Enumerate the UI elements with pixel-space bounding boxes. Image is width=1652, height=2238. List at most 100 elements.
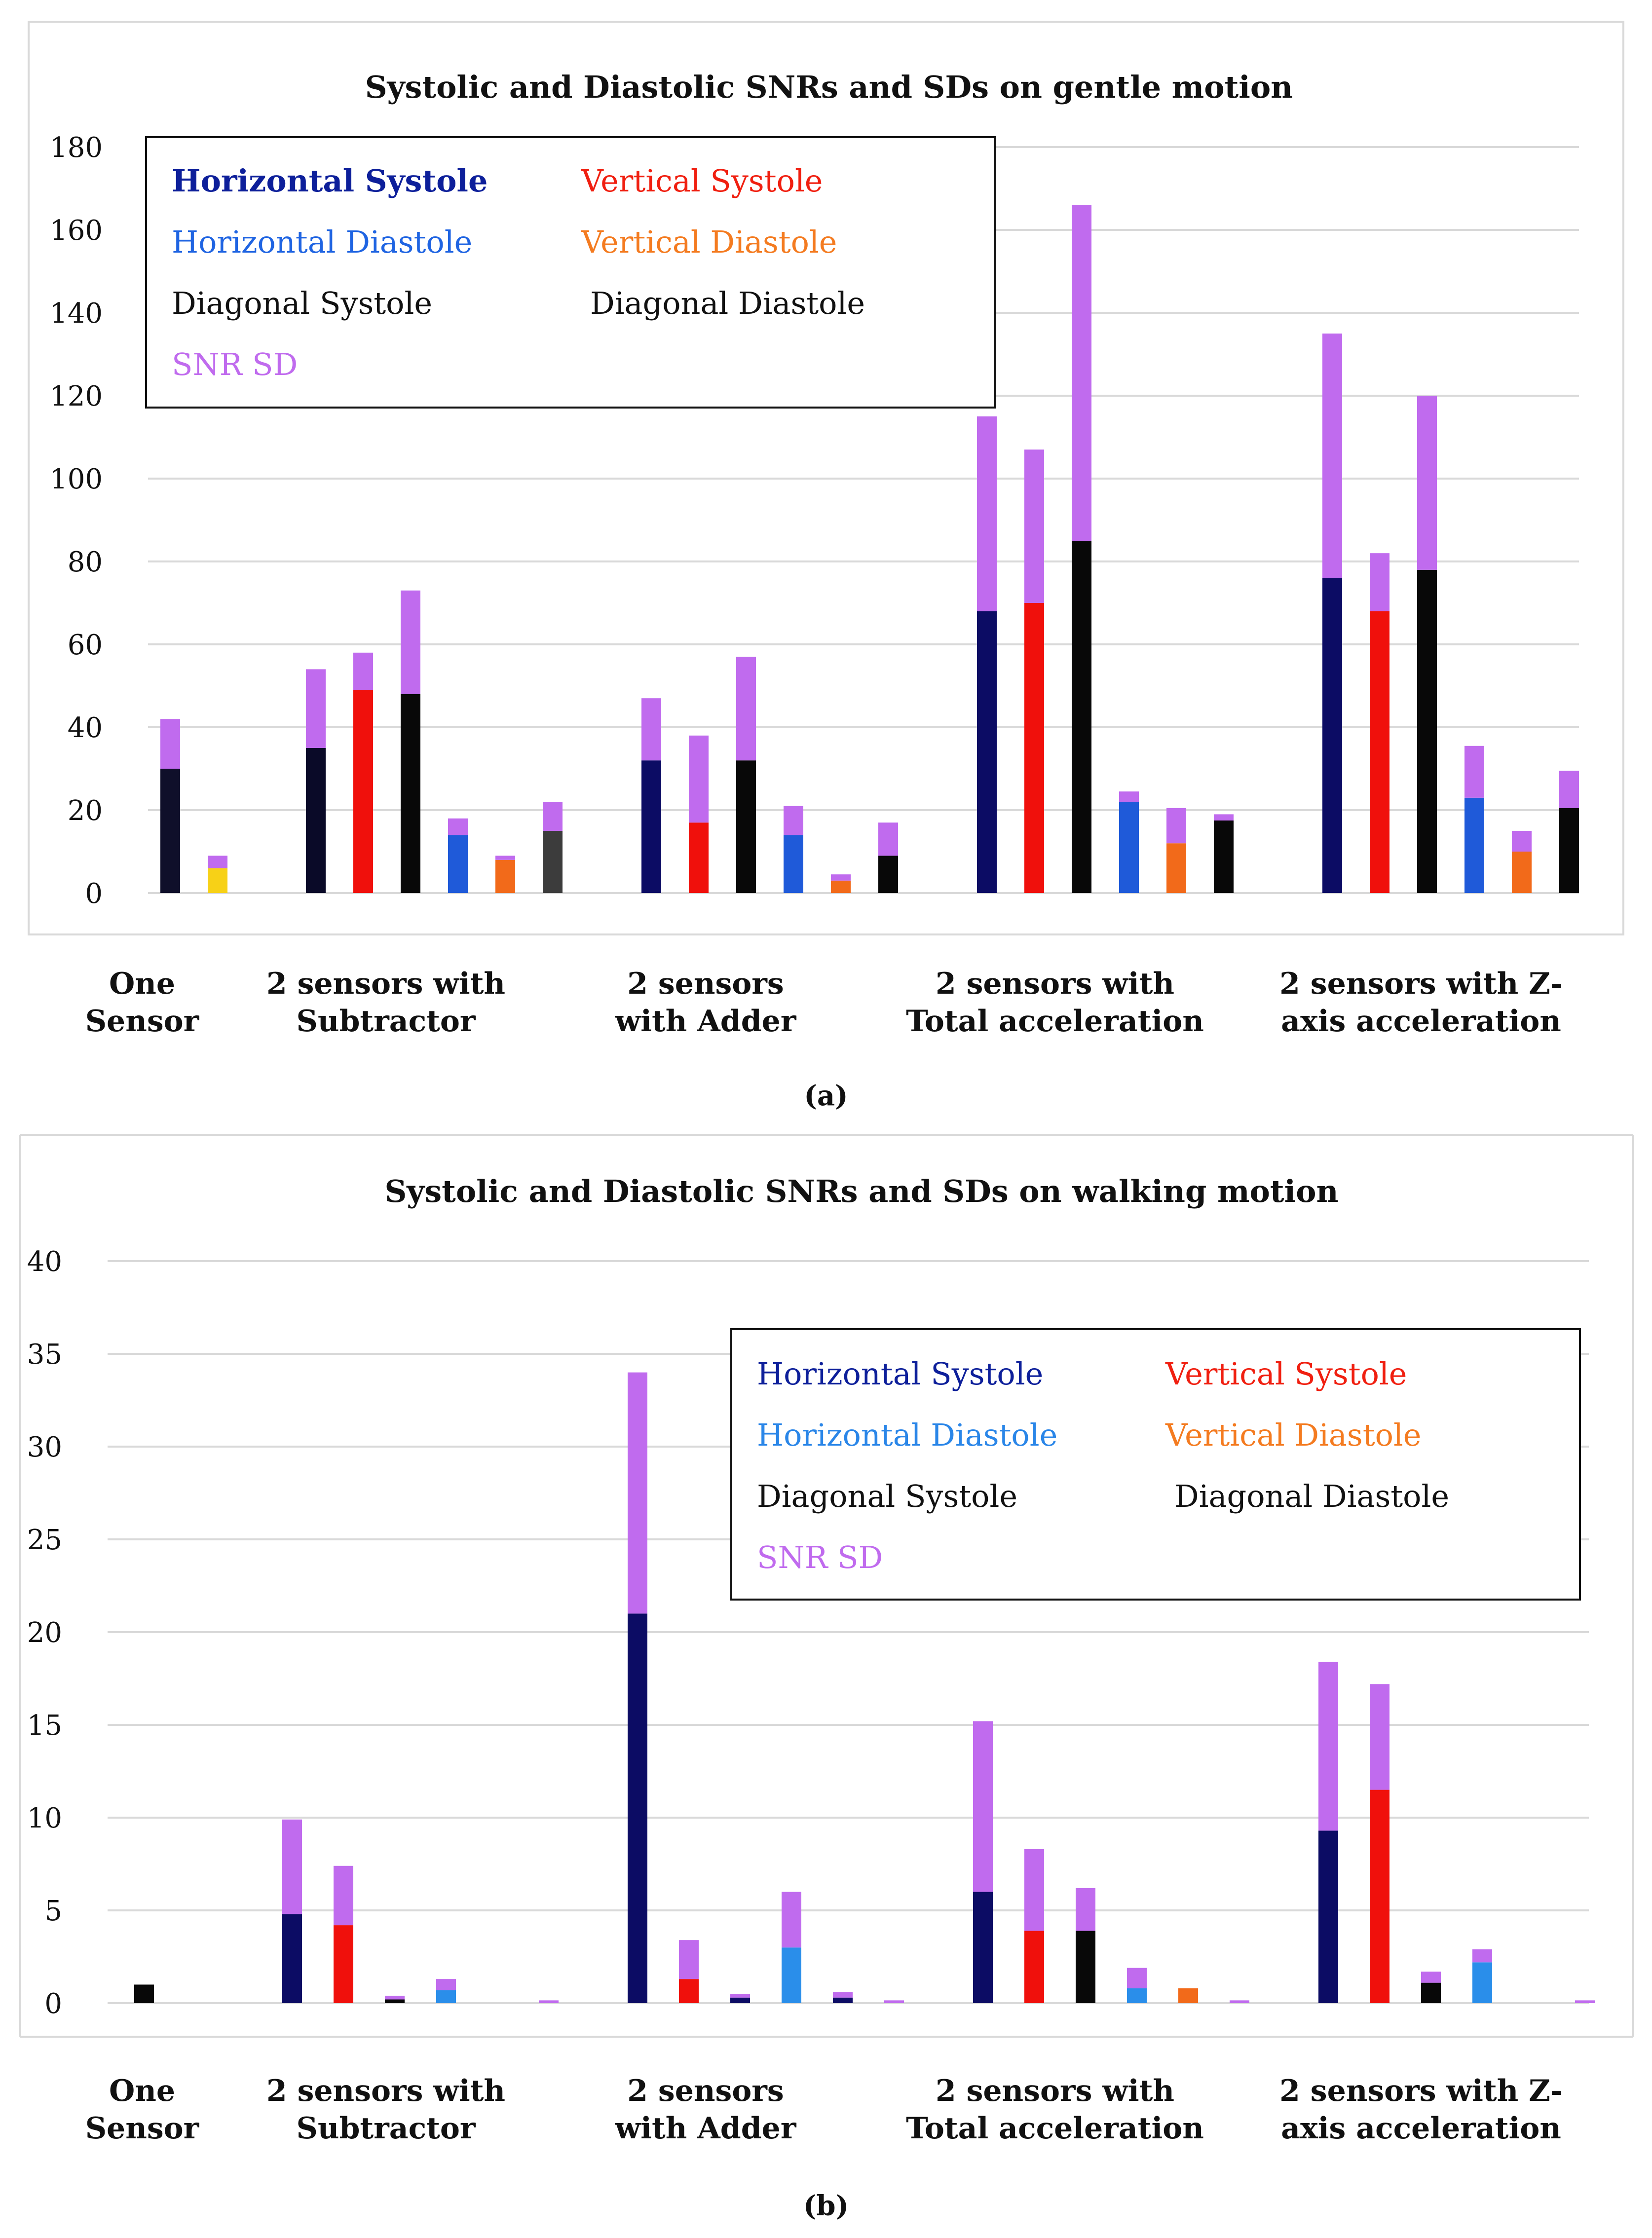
chart-a-category-label: Total acceleration <box>906 1004 1204 1039</box>
chart-b-bar-value <box>134 1984 154 2003</box>
chart-a-bar-value <box>1559 808 1579 893</box>
chart-a-bar-sd <box>1024 449 1044 603</box>
chart-b-bar-sd <box>1127 1968 1147 1988</box>
chart-b-bar-sd <box>782 1892 801 1948</box>
chart-b-bar-sd <box>628 1372 647 1614</box>
chart-a-bar-sd <box>641 698 661 761</box>
chart-b-bar-value <box>385 1999 405 2003</box>
chart-b-bar-value <box>1178 1988 1198 2003</box>
chart-b-ytick-label: 0 <box>44 1988 62 2020</box>
chart-a-bar-sd <box>1166 808 1186 844</box>
chart-a-ytick-label: 0 <box>85 878 103 910</box>
chart-b-legend-snr-sd: SNR SD <box>757 1539 883 1575</box>
chart-b-bar-value <box>1127 1988 1147 2003</box>
chart-a-bar-sd <box>784 806 803 835</box>
chart-b-ytick-label: 10 <box>27 1802 62 1834</box>
chart-a-legend-diagonal-systole: Diagonal Systole <box>172 285 432 321</box>
chart-b-bar-value <box>1370 1790 1389 2003</box>
chart-b-bar-sd <box>679 1940 699 1979</box>
chart-a-category-label: axis acceleration <box>1281 1004 1561 1039</box>
chart-a-bar-sd <box>495 856 515 860</box>
chart-a-category-label: 2 sensors <box>627 967 784 1001</box>
chart-b-bar-sd <box>539 2000 559 2003</box>
chart-a-bar-value <box>1072 541 1091 893</box>
chart-a-bar-value <box>495 859 515 893</box>
chart-b-bars <box>134 1372 1595 2003</box>
chart-b-ytick-label: 20 <box>27 1617 62 1649</box>
chart-a-legend-snr-sd: SNR SD <box>172 346 298 382</box>
chart-b-category-label: Total acceleration <box>906 2111 1204 2146</box>
chart-b-bar-value <box>1024 1931 1044 2003</box>
chart-b-bar-value <box>282 1914 302 2003</box>
chart-a-bar-value <box>1024 603 1044 893</box>
chart-b-bar-value <box>679 1979 699 2003</box>
chart-b-category-label: axis acceleration <box>1281 2111 1561 2146</box>
chart-b-legend-diagonal-systole: Diagonal Systole <box>757 1478 1017 1514</box>
chart-b-bar-value <box>628 1613 647 2003</box>
chart-a-bar-value <box>831 880 851 893</box>
chart-a-bar-value <box>689 822 709 893</box>
chart-a-legend-horizontal-systole: Horizontal Systole <box>172 163 488 199</box>
chart-a-bar-sd <box>1512 831 1532 852</box>
chart-a-bar-sd <box>1370 553 1389 611</box>
chart-b-title: Systolic and Diastolic SNRs and SDs on w… <box>384 1173 1338 1209</box>
chart-b-bar-sd <box>1076 1888 1095 1931</box>
chart-b-bar-sd <box>884 2000 904 2003</box>
chart-b-bar-sd <box>973 1721 993 1892</box>
chart-b-bar-value <box>1472 1962 1492 2003</box>
chart-b-ytick-label: 25 <box>27 1524 62 1556</box>
chart-b-legend-box <box>730 1328 1581 1601</box>
chart-a-ytick-label: 20 <box>68 795 103 827</box>
chart-b-bar-sd <box>1575 2000 1595 2003</box>
chart-a-bars <box>160 205 1579 893</box>
chart-a-bar-sd <box>448 818 468 835</box>
chart-a-bar-value <box>1119 802 1139 893</box>
chart-a-bar-value <box>208 868 227 893</box>
chart-b-category-label: with Adder <box>615 2111 797 2146</box>
chart-b-legend-diagonal-diastole: Diagonal Diastole <box>1174 1478 1449 1514</box>
chart-b-bar-sd <box>730 1994 750 1998</box>
chart-a-bar-sd <box>401 590 420 694</box>
chart-b-bar-sd <box>1370 1684 1389 1790</box>
chart-b-bar-sd <box>282 1819 302 1914</box>
chart-b-category-label: 2 sensors with <box>266 2074 505 2108</box>
chart-a-bar-value <box>1322 578 1342 893</box>
chart-a-bar-sd <box>306 669 326 748</box>
chart-a-bar-value <box>1417 569 1437 893</box>
chart-b-bar-value <box>1076 1931 1095 2003</box>
chart-a-bar-sd <box>1464 746 1484 798</box>
chart-a-bar-value <box>1512 852 1532 893</box>
chart-b-ytick-label: 35 <box>27 1339 62 1371</box>
chart-a-legend-diagonal-diastole: Diagonal Diastole <box>590 285 865 321</box>
chart-b-bar-sd <box>1230 2000 1249 2003</box>
chart-a-bar-sd <box>1072 205 1091 541</box>
chart-a-ytick-label: 80 <box>68 546 103 578</box>
chart-b-bar-value <box>1421 1982 1441 2003</box>
chart-a-legend-vertical-diastole: Vertical Diastole <box>581 224 837 260</box>
chart-b-ytick-label: 15 <box>27 1710 62 1742</box>
chart-a-category-label: 2 sensors with <box>266 967 505 1001</box>
chart-a-bar-value <box>1214 821 1234 893</box>
chart-a-bar-sd <box>1119 791 1139 802</box>
chart-a-ytick-label: 160 <box>50 215 103 247</box>
chart-a-bar-sd <box>878 822 898 856</box>
chart-b-category-label: 2 sensors with <box>936 2074 1174 2108</box>
chart-a-bar-value <box>736 760 756 893</box>
chart-a-bar-sd <box>1417 396 1437 570</box>
chart-b-bar-sd <box>833 1992 853 1998</box>
chart-a-bar-value <box>1166 843 1186 893</box>
chart-a-legend: Horizontal Systole Vertical Systole Hori… <box>145 136 996 409</box>
chart-a-ytick-label: 180 <box>50 132 103 164</box>
chart-b-bar-value <box>782 1947 801 2003</box>
chart-b-bar-sd <box>1024 1849 1044 1931</box>
chart-a-ytick-label: 140 <box>50 298 103 330</box>
chart-b-bar-sd <box>1472 1949 1492 1963</box>
chart-a-category-label: One <box>109 967 175 1001</box>
chart-b-category-label: Sensor <box>85 2111 200 2146</box>
chart-a-title: Systolic and Diastolic SNRs and SDs on g… <box>365 69 1293 105</box>
chart-a-bar-value <box>306 748 326 893</box>
chart-b-y-axis: 0 5 10 15 20 25 30 35 40 <box>27 1246 62 2020</box>
chart-b-bar-sd <box>334 1865 353 1926</box>
